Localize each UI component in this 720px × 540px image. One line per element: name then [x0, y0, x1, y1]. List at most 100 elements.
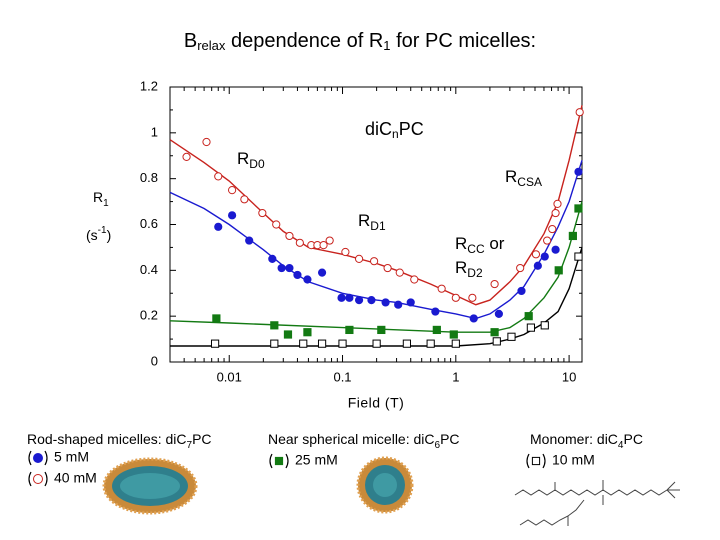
- legend-paren: [28, 450, 32, 466]
- point: [214, 222, 223, 231]
- caption-part: Near spherical micelle: diC: [268, 431, 435, 447]
- chart-title-part: B: [184, 30, 197, 52]
- point: [377, 325, 386, 335]
- point: [451, 293, 460, 302]
- legend-paren: [542, 453, 546, 469]
- point: [303, 275, 312, 284]
- annotation-part: CC: [467, 242, 485, 256]
- annotation-part: PC: [399, 119, 424, 139]
- caption-part: Monomer: diC: [530, 431, 618, 447]
- point: [270, 339, 279, 348]
- point: [524, 312, 533, 321]
- rod-micelle-image: [102, 457, 198, 515]
- caption-part: 6: [435, 440, 441, 451]
- x-tick-label: 1: [452, 369, 459, 384]
- point: [468, 293, 477, 302]
- y-tick-label: 0: [151, 353, 158, 368]
- annotation: RD1: [358, 211, 386, 233]
- point: [354, 254, 364, 263]
- annotation-part: R: [455, 258, 467, 277]
- point: [533, 261, 542, 270]
- point: [317, 339, 327, 348]
- point: [492, 337, 501, 346]
- point: [517, 286, 526, 296]
- fit-line: [170, 247, 583, 347]
- point: [543, 236, 552, 245]
- point: [451, 339, 460, 348]
- y-axis-unit-part: (s: [86, 227, 98, 243]
- caption-part: 4: [618, 440, 624, 451]
- point: [406, 298, 415, 307]
- annotation-part: n: [392, 127, 399, 141]
- point: [574, 252, 583, 261]
- point: [228, 186, 237, 195]
- point: [526, 323, 535, 332]
- point: [245, 236, 254, 245]
- caption-part: Rod-shaped micelles: diC: [27, 431, 187, 447]
- legend-label: 5 mM: [54, 449, 89, 465]
- annotation-part: R: [358, 211, 370, 230]
- y-tick-label: 0.2: [140, 308, 158, 323]
- point: [345, 293, 354, 302]
- point: [295, 238, 304, 247]
- point: [214, 172, 223, 181]
- legend-paren: [44, 450, 48, 466]
- legend-marker: [274, 456, 284, 466]
- annotation-part: D0: [249, 157, 265, 171]
- legend-paren: [269, 453, 273, 469]
- point: [202, 137, 211, 147]
- point: [285, 231, 294, 241]
- point: [210, 339, 220, 348]
- annotation-part: R: [455, 234, 467, 253]
- annotation-part: CSA: [517, 175, 542, 189]
- caption-part: PC: [623, 431, 642, 447]
- chart-title: Brelax dependence of R1 for PC micelles:: [184, 30, 536, 53]
- sphere-micelle-image: [356, 456, 414, 514]
- y-tick-label: 1.2: [140, 78, 158, 93]
- point: [551, 208, 560, 218]
- point: [469, 314, 478, 323]
- y-axis-unit-part: -1: [98, 225, 107, 236]
- annotation-part: D2: [467, 266, 483, 280]
- caption-part: PC: [440, 431, 459, 447]
- point: [568, 231, 577, 241]
- chart-title-part: dependence of R: [225, 30, 383, 52]
- point: [490, 328, 499, 337]
- point: [272, 220, 281, 229]
- point: [367, 296, 376, 305]
- annotation-part: or: [485, 234, 505, 253]
- point: [395, 268, 404, 277]
- point: [490, 279, 499, 289]
- annotation-part: diC: [365, 119, 392, 139]
- point: [228, 211, 237, 220]
- point: [383, 263, 392, 273]
- point: [369, 257, 379, 266]
- y-axis-unit-part: ): [107, 227, 112, 243]
- point: [303, 328, 312, 337]
- chart-title-part: relax: [197, 38, 226, 53]
- x-tick-label: 0.1: [333, 369, 351, 384]
- point: [338, 339, 347, 348]
- chart-title-part: for PC micelles:: [391, 30, 537, 52]
- caption-part: 7: [187, 440, 193, 451]
- legend-paren: [285, 453, 289, 469]
- y-tick-label: 1: [151, 124, 158, 139]
- point: [507, 332, 516, 341]
- point: [575, 108, 584, 117]
- point: [182, 152, 191, 161]
- point: [426, 339, 435, 348]
- annotation: diCnPC: [365, 119, 424, 141]
- point: [299, 339, 308, 348]
- point: [540, 321, 549, 330]
- point: [432, 325, 441, 335]
- point: [540, 252, 549, 261]
- point: [270, 321, 279, 330]
- point: [394, 300, 403, 309]
- point: [212, 314, 221, 323]
- y-tick-label: 0.8: [140, 170, 158, 185]
- point: [285, 263, 294, 273]
- y-axis-label-part: 1: [103, 198, 109, 209]
- legend-label: 25 mM: [295, 452, 338, 468]
- point: [337, 293, 346, 302]
